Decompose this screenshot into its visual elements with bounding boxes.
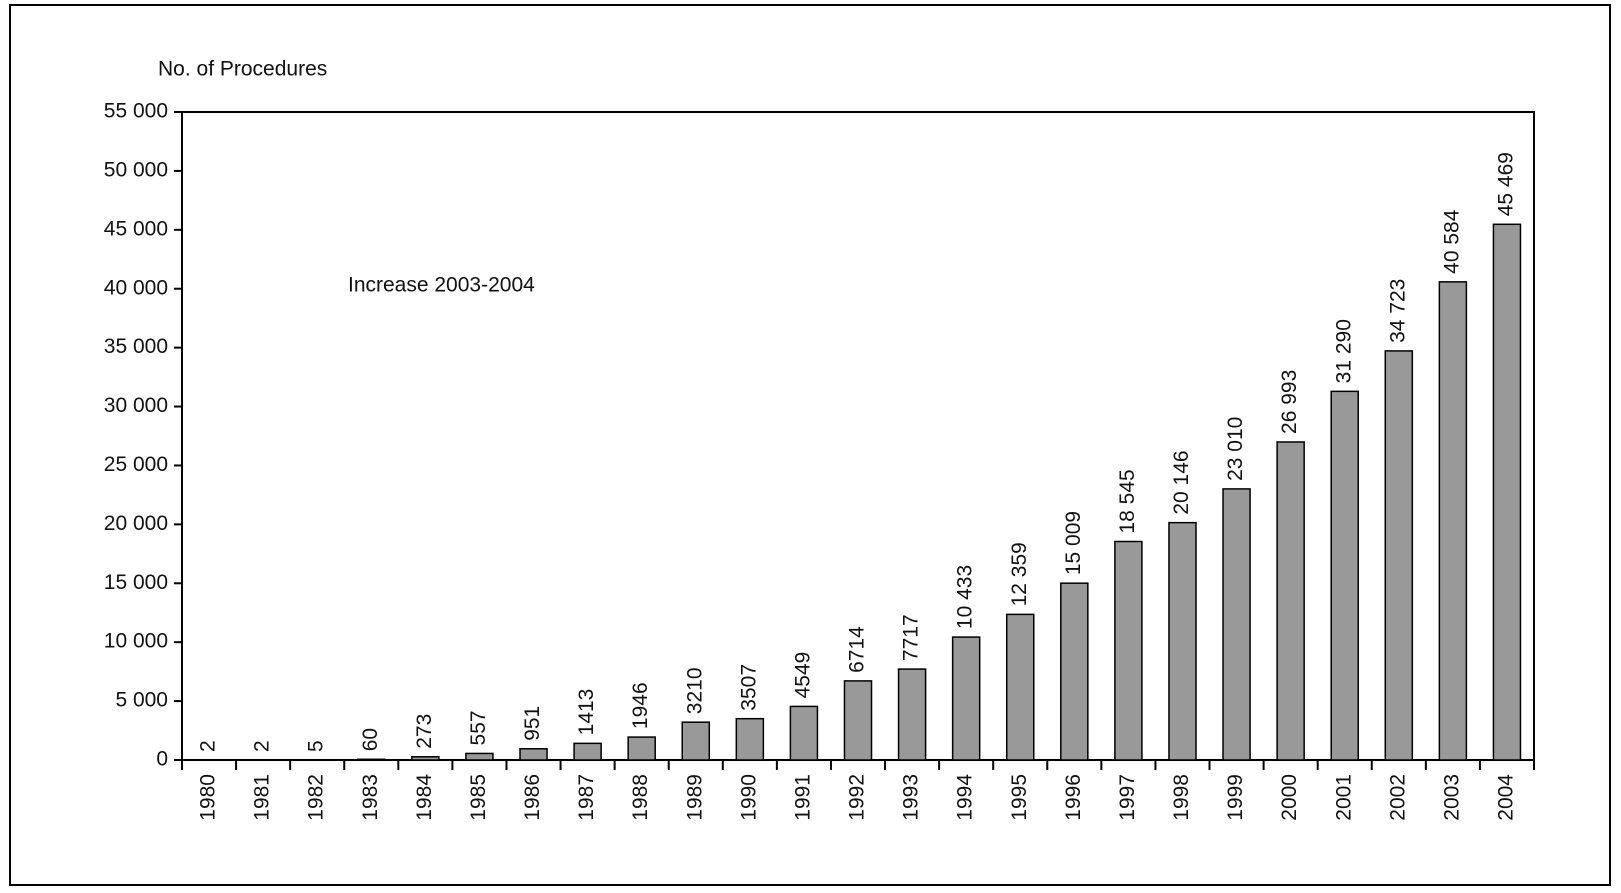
x-tick-label: 1989: [683, 774, 706, 821]
x-tick-label: 1988: [629, 774, 652, 821]
x-tick-label: 1985: [467, 774, 490, 821]
x-tick-label: 1992: [846, 774, 869, 821]
x-tick-label: 1996: [1062, 774, 1085, 821]
value-label: 4549: [791, 652, 814, 699]
bar: [1168, 521, 1197, 761]
x-tick-label: 1983: [359, 774, 382, 821]
value-label: 10 433: [954, 565, 977, 629]
y-tick-label: 5 000: [115, 689, 168, 712]
x-tick-label: 1987: [575, 774, 598, 821]
x-tick-label: 1994: [954, 774, 977, 821]
y-tick-label: 40 000: [104, 276, 168, 299]
bar: [1276, 441, 1305, 761]
bar: [357, 758, 386, 761]
x-tick-label: 1993: [900, 774, 923, 821]
value-label: 3210: [683, 667, 706, 714]
bar: [1384, 350, 1414, 761]
bar: [1005, 613, 1035, 761]
value-label: 7717: [900, 614, 923, 661]
value-label: 60: [359, 728, 382, 751]
x-tick-label: 2000: [1278, 774, 1301, 821]
value-label: 6714: [846, 626, 869, 673]
value-label: 40 584: [1440, 209, 1463, 274]
y-tick-label: 20 000: [104, 512, 168, 535]
bar: [411, 756, 440, 761]
value-label: 26 993: [1278, 370, 1301, 434]
y-tick-label: 0: [156, 748, 168, 771]
value-label: 1946: [629, 682, 652, 729]
value-label: 45 469: [1495, 152, 1518, 216]
y-tick-label: 50 000: [104, 158, 168, 181]
x-tick-label: 2003: [1440, 774, 1463, 821]
y-tick-label: 10 000: [104, 630, 168, 653]
bar: [1060, 582, 1089, 761]
y-tick-label: 45 000: [104, 217, 168, 240]
annotation: Increase 2003-2004: [348, 274, 535, 297]
y-tick-label: 25 000: [104, 453, 168, 476]
x-tick-label: 1997: [1116, 774, 1139, 821]
value-label: 34 723: [1386, 279, 1409, 343]
bar: [465, 752, 494, 761]
value-label: 2: [251, 740, 274, 752]
bar: [1492, 223, 1522, 761]
x-tick-label: 1982: [305, 774, 328, 821]
y-tick-label: 55 000: [104, 100, 168, 123]
bar: [627, 736, 656, 761]
bar: [897, 668, 927, 761]
x-tick-label: 1990: [737, 774, 760, 821]
bar: [1330, 390, 1359, 761]
x-tick-label: 1986: [521, 774, 544, 821]
y-axis-label: No. of Procedures: [158, 58, 327, 81]
x-tick-label: 1995: [1008, 774, 1031, 821]
bar: [843, 680, 873, 761]
value-label: 951: [521, 706, 544, 741]
x-tick-label: 1980: [197, 774, 220, 821]
bar: [681, 721, 711, 761]
bar: [1222, 488, 1251, 761]
y-tick-label: 35 000: [104, 335, 168, 358]
x-tick-label: 2004: [1495, 774, 1518, 821]
y-tick-label: 15 000: [104, 571, 168, 594]
value-label: 23 010: [1224, 417, 1247, 481]
value-label: 18 545: [1116, 469, 1139, 533]
value-label: 2: [197, 740, 220, 752]
x-tick-label: 1991: [791, 774, 814, 821]
bar: [789, 705, 819, 761]
value-label: 31 290: [1332, 319, 1355, 383]
x-tick-label: 1998: [1170, 774, 1193, 821]
y-tick-label: 30 000: [104, 394, 168, 417]
bar: [951, 636, 981, 761]
x-tick-label: 1984: [413, 774, 436, 821]
bar: [735, 717, 765, 761]
bar: [1438, 281, 1468, 761]
value-label: 273: [413, 714, 436, 749]
frame: [9, 4, 1611, 886]
value-label: 557: [467, 710, 490, 745]
x-tick-label: 1999: [1224, 774, 1247, 821]
value-label: 1413: [575, 689, 598, 736]
x-tick-label: 1981: [251, 774, 274, 821]
x-tick-label: 2002: [1386, 774, 1409, 821]
value-label: 20 146: [1170, 450, 1193, 514]
bar: [519, 748, 548, 761]
value-label: 15 009: [1062, 511, 1085, 575]
value-label: 3507: [737, 664, 760, 711]
bar: [573, 742, 602, 761]
x-tick-label: 2001: [1332, 774, 1355, 821]
value-label: 12 359: [1008, 542, 1031, 606]
value-label: 5: [305, 740, 328, 752]
bar: [1114, 540, 1143, 761]
